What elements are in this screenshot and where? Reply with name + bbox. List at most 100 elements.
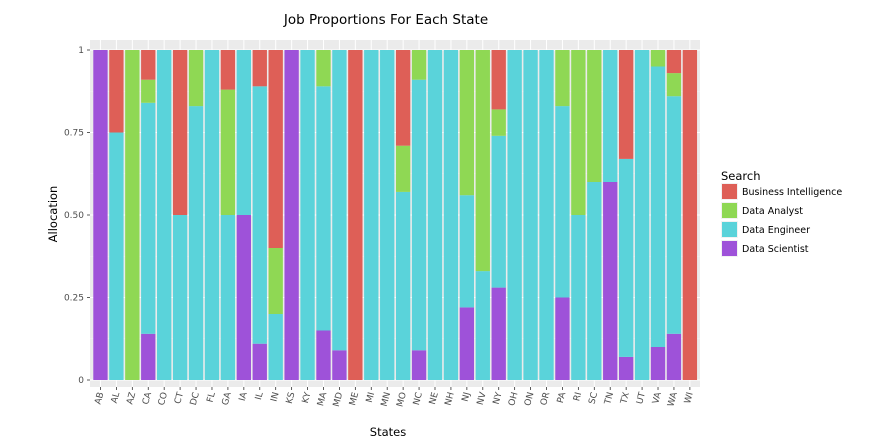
bar-va-data-engineer [650,66,666,347]
x-tick-label: NC [412,391,425,406]
bar-ri-data-engineer [571,215,586,380]
bar-sc-data-engineer [587,182,602,380]
legend-swatch [722,184,737,199]
y-tick-label: 0 [78,376,84,386]
legend-swatch [722,203,737,218]
bar-ga-data-engineer [220,215,236,380]
legend-label: Data Scientist [742,244,809,255]
x-tick-label: ON [523,391,536,407]
bar-pa-data-engineer [555,106,570,298]
bar-ma-data-scientist [316,330,331,380]
bar-ma-data-engineer [316,86,331,331]
bar-va-data-analyst [650,50,666,67]
bar-nc-data-scientist [411,350,427,380]
bar-il-data-engineer [252,86,267,344]
bar-va-data-scientist [650,347,666,380]
x-tick-label: TX [619,391,632,406]
x-tick-label: MD [332,391,345,408]
bar-md-data-scientist [332,350,347,380]
x-tick-label: NE [428,391,441,406]
bar-nj-data-engineer [459,195,475,308]
bar-il-business-intelligence [252,50,267,87]
bar-ny-data-scientist [491,287,506,380]
legend-swatch [722,241,737,256]
bar-pa-data-scientist [555,297,570,380]
bar-dc-data-analyst [188,50,204,107]
legend-label: Data Analyst [742,206,803,217]
bar-on-data-engineer [523,50,538,380]
y-tick-label: 1 [78,46,84,56]
x-tick-label: CT [173,391,186,405]
x-tick-label: MO [396,391,410,408]
bar-nh-data-engineer [443,50,459,380]
bar-mo-data-engineer [395,191,411,380]
bar-ca-business-intelligence [141,50,156,80]
bar-in-data-analyst [268,248,283,314]
legend-items: Business Intelligence Data Analyst Data En… [721,183,842,257]
bar-wi-business-intelligence [682,50,698,380]
bar-wa-data-analyst [666,73,682,97]
bar-or-data-engineer [539,50,554,380]
bar-oh-data-engineer [507,50,522,380]
legend-title: Search [721,169,761,183]
bar-wa-business-intelligence [666,50,682,74]
bar-wa-data-engineer [666,96,682,334]
bar-ga-business-intelligence [220,50,236,90]
y-axis-title: Allocation [46,186,60,243]
x-tick-label: PA [556,390,569,404]
bar-nv-data-analyst [475,50,490,272]
x-tick-label: WI [683,391,696,405]
bar-tx-data-engineer [618,158,634,357]
x-tick-label: NV [476,390,489,406]
legend-label: Data Engineer [742,225,810,236]
bar-ks-data-scientist [284,50,299,380]
chart-title: Job Proportions For Each State [283,12,488,28]
x-tick-label: UT [635,391,648,406]
bar-mi-data-engineer [364,50,379,380]
x-tick-label: KS [285,391,298,405]
bar-ca-data-analyst [141,79,156,103]
legend-swatch [722,222,737,237]
bar-in-business-intelligence [268,50,283,248]
x-tick-label: RI [572,391,584,402]
x-tick-label: AZ [125,391,138,405]
bar-fl-data-engineer [204,50,220,380]
bar-nj-data-scientist [459,307,475,380]
x-tick-label: FL [206,391,218,403]
bar-nj-data-analyst [459,50,475,196]
y-tick-label: 0.25 [64,294,84,304]
x-tick-label: GA [221,390,234,406]
x-tick-label: IA [238,390,250,402]
bar-tn-data-engineer [603,50,618,182]
bar-dc-data-engineer [188,106,204,380]
bar-ct-business-intelligence [172,50,188,215]
bar-az-data-analyst [125,50,140,380]
bars [93,50,698,380]
legend: Search Business Intelligence Data Analyst… [721,169,842,257]
bar-ri-data-analyst [571,50,586,215]
x-tick-label: MI [365,391,377,404]
bar-ma-data-analyst [316,50,331,87]
bar-tn-data-scientist [603,182,618,380]
x-tick-label: SC [587,391,600,405]
x-tick-label: ME [348,391,361,407]
x-tick-label: TN [603,391,616,406]
bar-ny-data-engineer [491,135,506,288]
bar-mn-data-engineer [380,50,395,380]
x-tick-label: CO [157,391,170,407]
bar-ab-data-scientist [93,50,108,380]
bar-mo-data-analyst [395,145,411,192]
bar-ny-business-intelligence [491,50,506,110]
bar-pa-data-analyst [555,50,570,107]
bar-wa-data-scientist [666,333,682,380]
y-axis-ticks: 0 0.25 0.50 0.75 1 [64,46,90,386]
x-axis-ticks: AB AL AZ CA CO CT DC FL GA IA IL IN KS KY MA MD ME MI MN MO… [94,387,696,408]
bar-tx-data-scientist [618,356,634,380]
x-tick-label: IN [270,391,282,403]
bar-nc-data-engineer [411,79,427,351]
x-tick-label: VA [651,390,664,405]
y-tick-label: 0.50 [64,211,84,221]
x-tick-label: NJ [461,391,473,403]
y-tick-label: 0.75 [64,129,84,139]
x-tick-label: AB [94,391,107,406]
